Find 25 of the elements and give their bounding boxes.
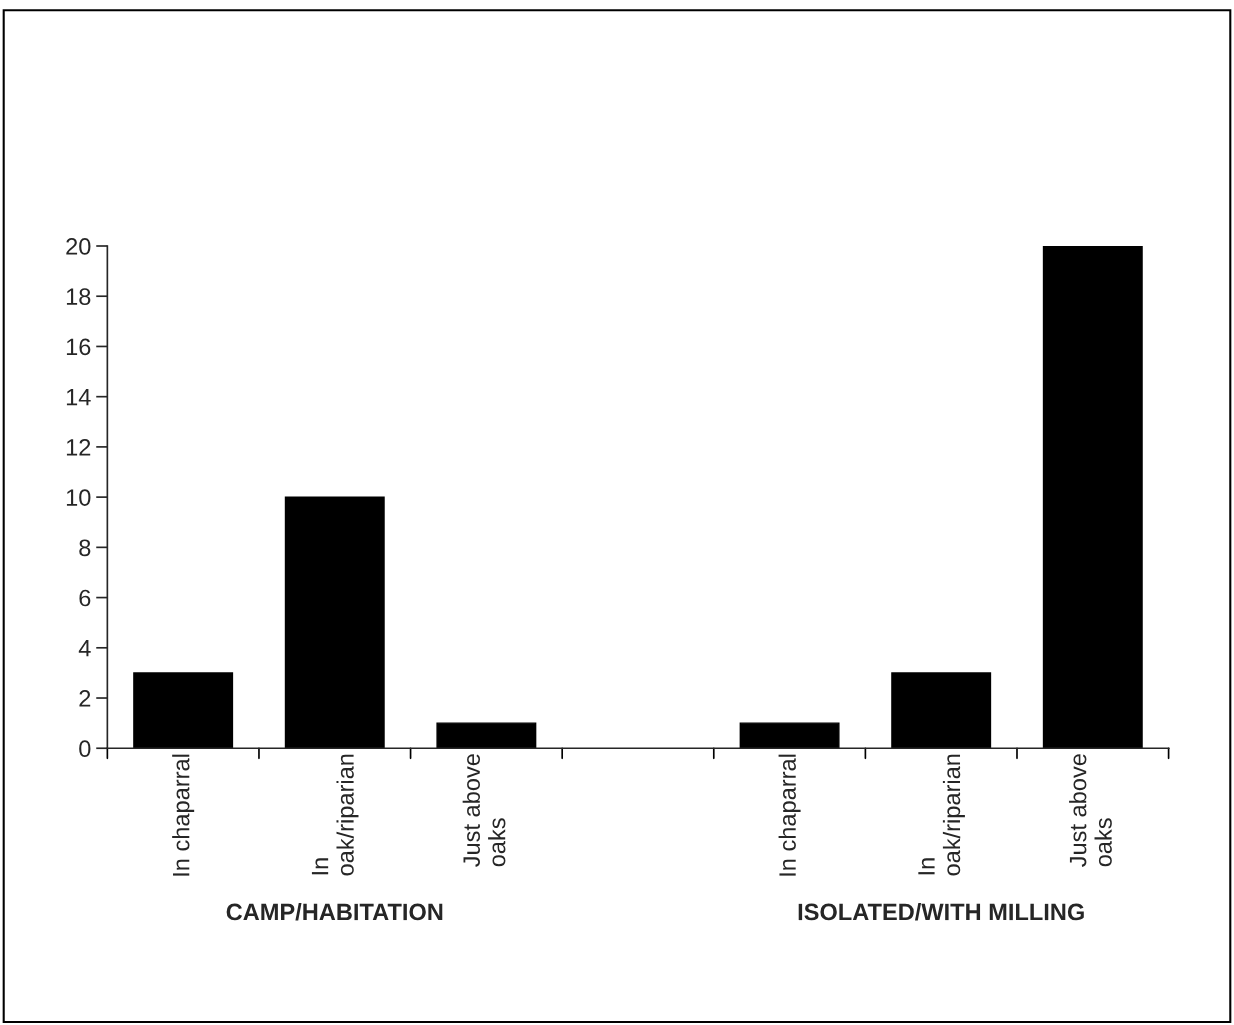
y-tick-label: 2 (79, 690, 91, 707)
text: ISOLATED/WITH MILLING (798, 902, 1084, 921)
y-tick-label: 0 (79, 740, 91, 758)
x-tick-label: In chaparral (172, 754, 195, 876)
x-tick-label: Just above oaks (1069, 754, 1112, 867)
y-tick-label: 14 (66, 388, 91, 406)
y-tick-label: 20 (66, 238, 91, 255)
text: CAMP/HABITATION (226, 902, 443, 921)
y-tick-label: 10 (66, 489, 91, 506)
bar (739, 722, 840, 749)
y-tick-label: 18 (66, 288, 91, 306)
bar (284, 496, 385, 749)
x-tick-label: In chaparral (778, 754, 801, 876)
x-tick-label: In oak/riparian (311, 754, 359, 876)
y-tick-label: 16 (66, 338, 91, 356)
bar (891, 672, 992, 749)
y-tick-label: 4 (78, 640, 91, 657)
y-tick-label: 8 (79, 539, 91, 557)
x-tick-label: In oak/riparian (918, 754, 965, 876)
bar (1042, 246, 1143, 749)
y-tick-label: 6 (79, 589, 91, 607)
y-tick-label: 12 (66, 438, 91, 456)
bar (436, 722, 537, 749)
bar (133, 672, 234, 749)
x-tick-label: Just above oaks (462, 754, 506, 867)
